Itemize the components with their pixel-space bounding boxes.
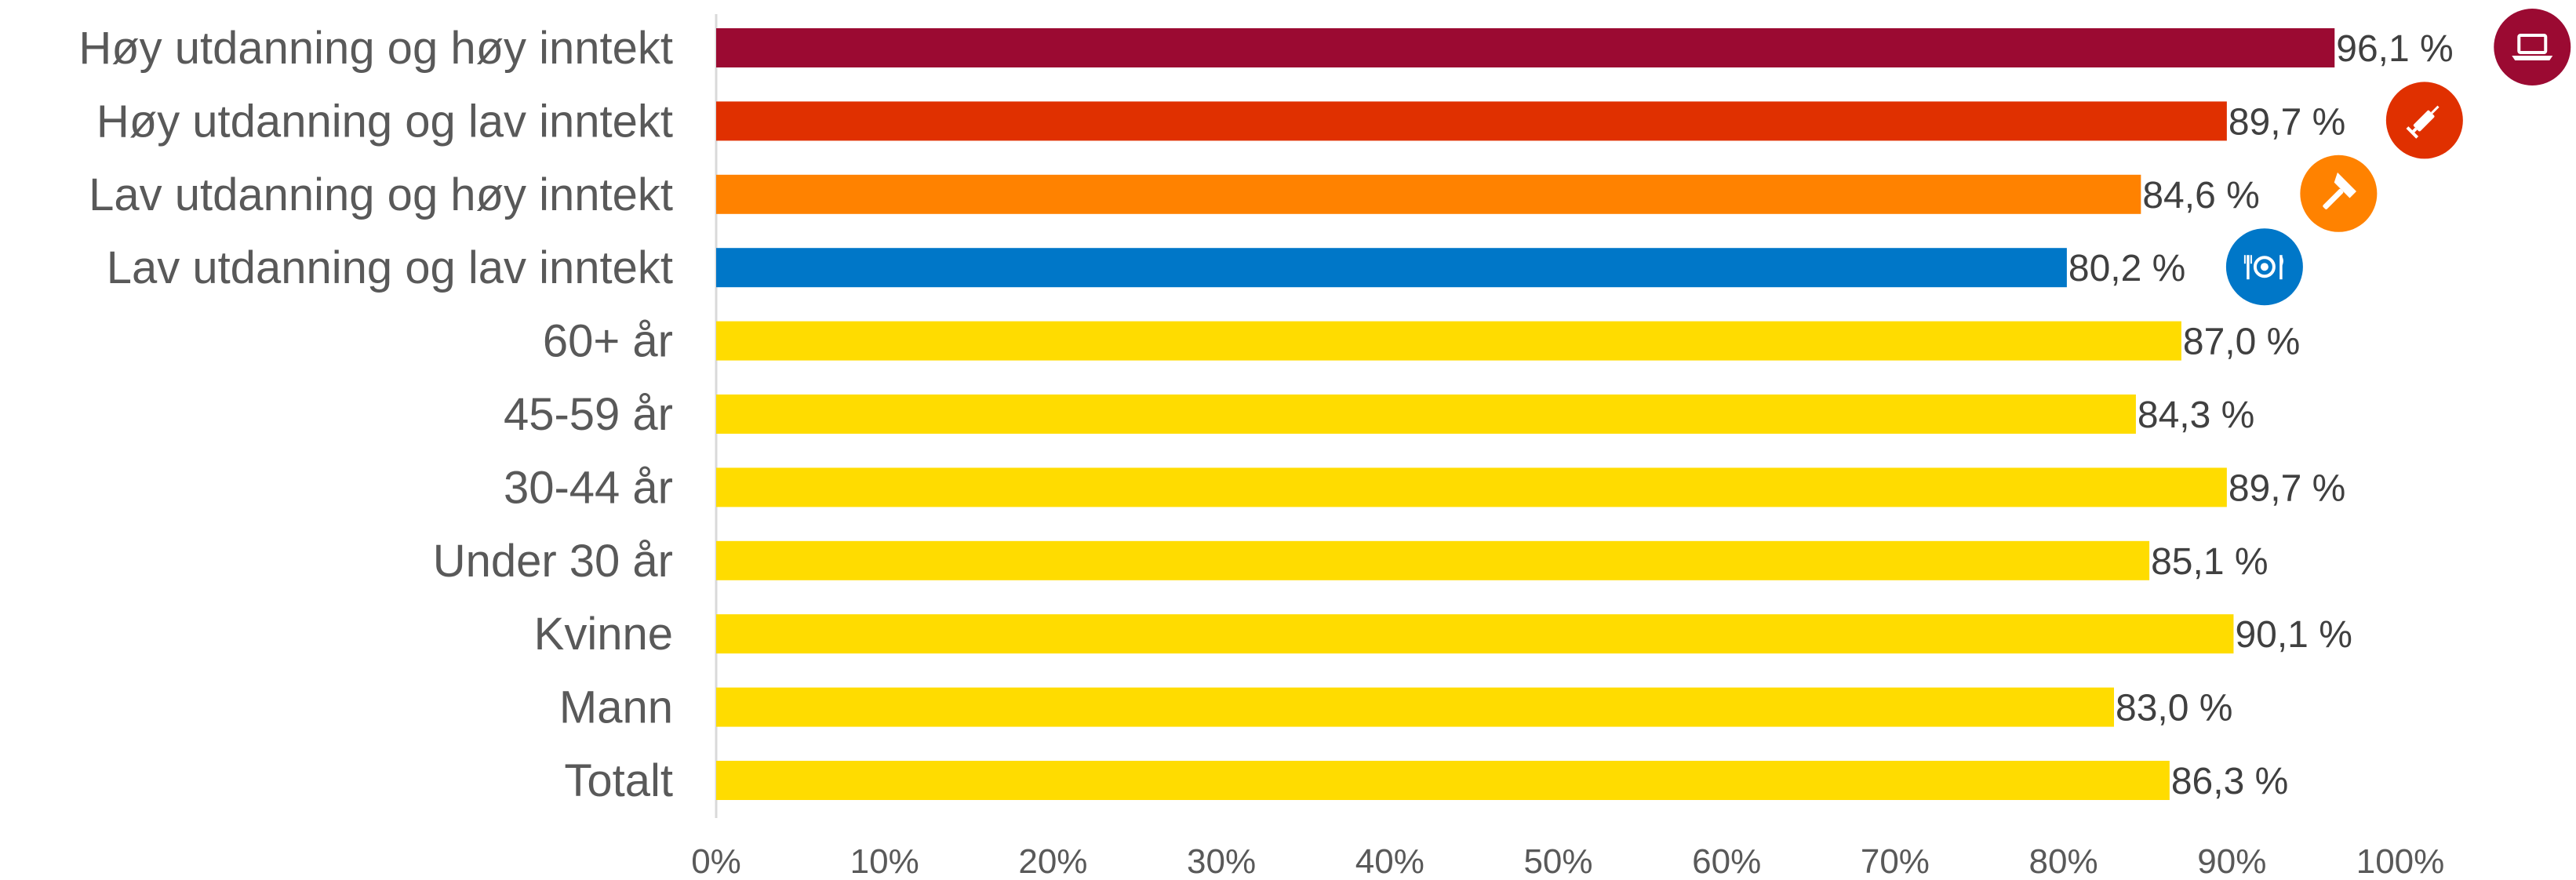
syringe-icon (2385, 82, 2463, 159)
value-label: 84,3 % (2138, 395, 2254, 436)
value-label: 84,6 % (2142, 175, 2259, 216)
category-label: Mann (559, 682, 673, 733)
bar (716, 321, 2181, 361)
value-label: 90,1 % (2235, 614, 2352, 656)
bars (716, 28, 2335, 800)
x-axis-ticks: 0% 10% 20% 30% 40% 50% 60% 70% 80% 90% 100% (691, 842, 2444, 880)
category-label: 45-59 år (504, 389, 673, 440)
x-tick-label: 100% (2356, 842, 2445, 880)
bar (716, 28, 2335, 67)
bar (716, 540, 2150, 580)
value-labels: 96,1 % 89,7 % 84,6 % 80,2 % 87,0 % 84,3 % 89,7… (2068, 28, 2454, 802)
x-tick-label: 50% (1523, 842, 1592, 880)
category-label: Høy utdanning og lav inntekt (96, 96, 673, 147)
value-label: 80,2 % (2068, 248, 2185, 289)
bar (716, 614, 2234, 654)
value-label: 83,0 % (2116, 688, 2232, 729)
category-label: Lav utdanning og lav inntekt (107, 242, 673, 293)
category-label: Lav utdanning og høy inntekt (89, 169, 673, 220)
laptop-icon (2494, 9, 2571, 85)
x-tick-label: 40% (1355, 842, 1424, 880)
category-label: Høy utdanning og høy inntekt (78, 23, 673, 74)
value-label: 89,7 % (2229, 101, 2345, 143)
icons (2225, 9, 2571, 306)
x-tick-label: 60% (1692, 842, 1761, 880)
x-tick-label: 10% (850, 842, 919, 880)
bar (716, 174, 2141, 214)
category-label: Totalt (564, 755, 673, 806)
bar (716, 761, 2170, 800)
x-tick-label: 20% (1018, 842, 1087, 880)
hammer-icon (2300, 155, 2378, 232)
category-label: 60+ år (543, 316, 673, 367)
value-label: 89,7 % (2229, 467, 2345, 509)
x-tick-label: 30% (1187, 842, 1256, 880)
category-label: Under 30 år (433, 536, 673, 587)
x-tick-label: 90% (2197, 842, 2266, 880)
category-label: Kvinne (534, 609, 673, 660)
value-label: 96,1 % (2336, 28, 2453, 70)
x-tick-label: 0% (691, 842, 741, 880)
category-labels: Høy utdanning og høy inntekt Høy utdannin… (78, 23, 673, 806)
value-label: 87,0 % (2183, 322, 2300, 363)
bar (716, 101, 2227, 141)
bar (716, 687, 2115, 727)
category-label: 30-44 år (504, 462, 673, 513)
value-label: 85,1 % (2151, 541, 2268, 583)
value-label: 86,3 % (2171, 761, 2288, 802)
bar (716, 467, 2227, 507)
x-tick-label: 80% (2029, 842, 2098, 880)
x-tick-label: 70% (1861, 842, 1930, 880)
bar (716, 395, 2136, 434)
bar (716, 248, 2067, 288)
plate-cutlery-icon (2225, 228, 2303, 306)
